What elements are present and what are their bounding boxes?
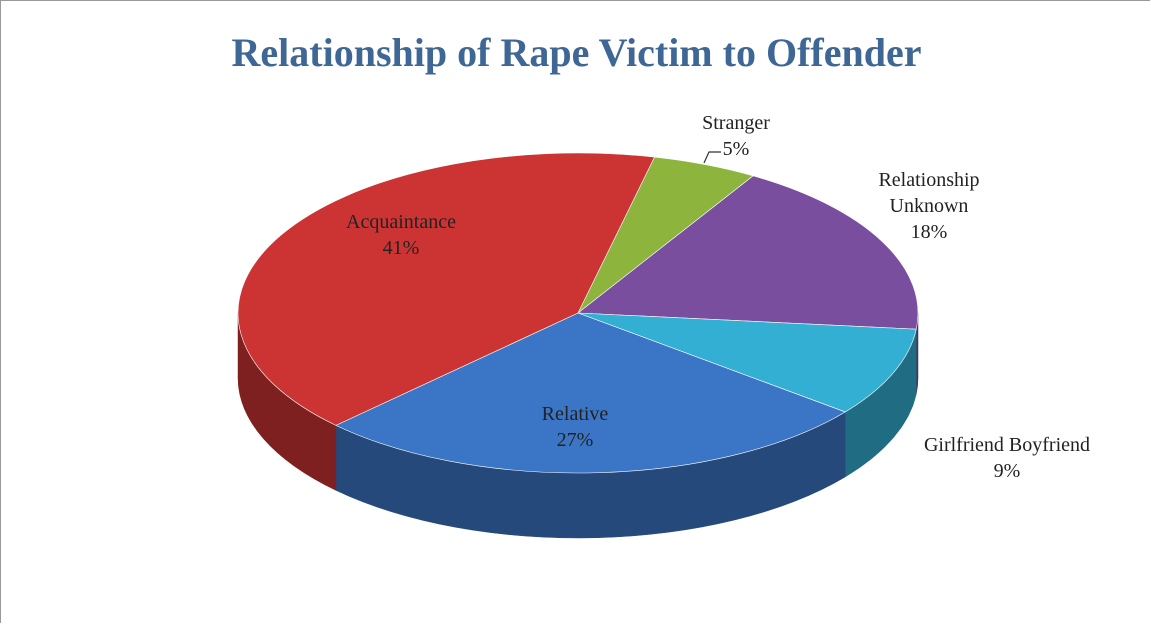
data-label: Stranger 5% — [676, 110, 796, 162]
slice — [237, 152, 655, 426]
category-label: Relative — [541, 403, 609, 425]
data-label: Relative 27% — [495, 401, 655, 453]
chart-title: Relationship of Rape Victim to Offender — [231, 30, 922, 75]
category-label: Acquaintance — [346, 211, 456, 233]
data-label: Relationship Unknown 18% — [854, 167, 1004, 245]
category-label: Girlfriend Boyfriend — [923, 434, 1091, 456]
leader-line — [703, 151, 721, 164]
pie-tops — [237, 152, 919, 474]
value-label: 27% — [556, 429, 594, 451]
value-label: 9% — [993, 460, 1021, 482]
slice — [577, 175, 919, 330]
slice — [335, 312, 846, 474]
value-label: 18% — [910, 221, 948, 243]
value-label: 5% — [722, 138, 750, 160]
slice — [577, 312, 917, 413]
data-label: Girlfriend Boyfriend 9% — [877, 432, 1137, 484]
value-label: 41% — [382, 237, 420, 259]
category-label: Relationship Unknown — [878, 169, 980, 217]
data-label: Acquaintance 41% — [311, 209, 491, 261]
category-label: Stranger — [702, 112, 770, 134]
